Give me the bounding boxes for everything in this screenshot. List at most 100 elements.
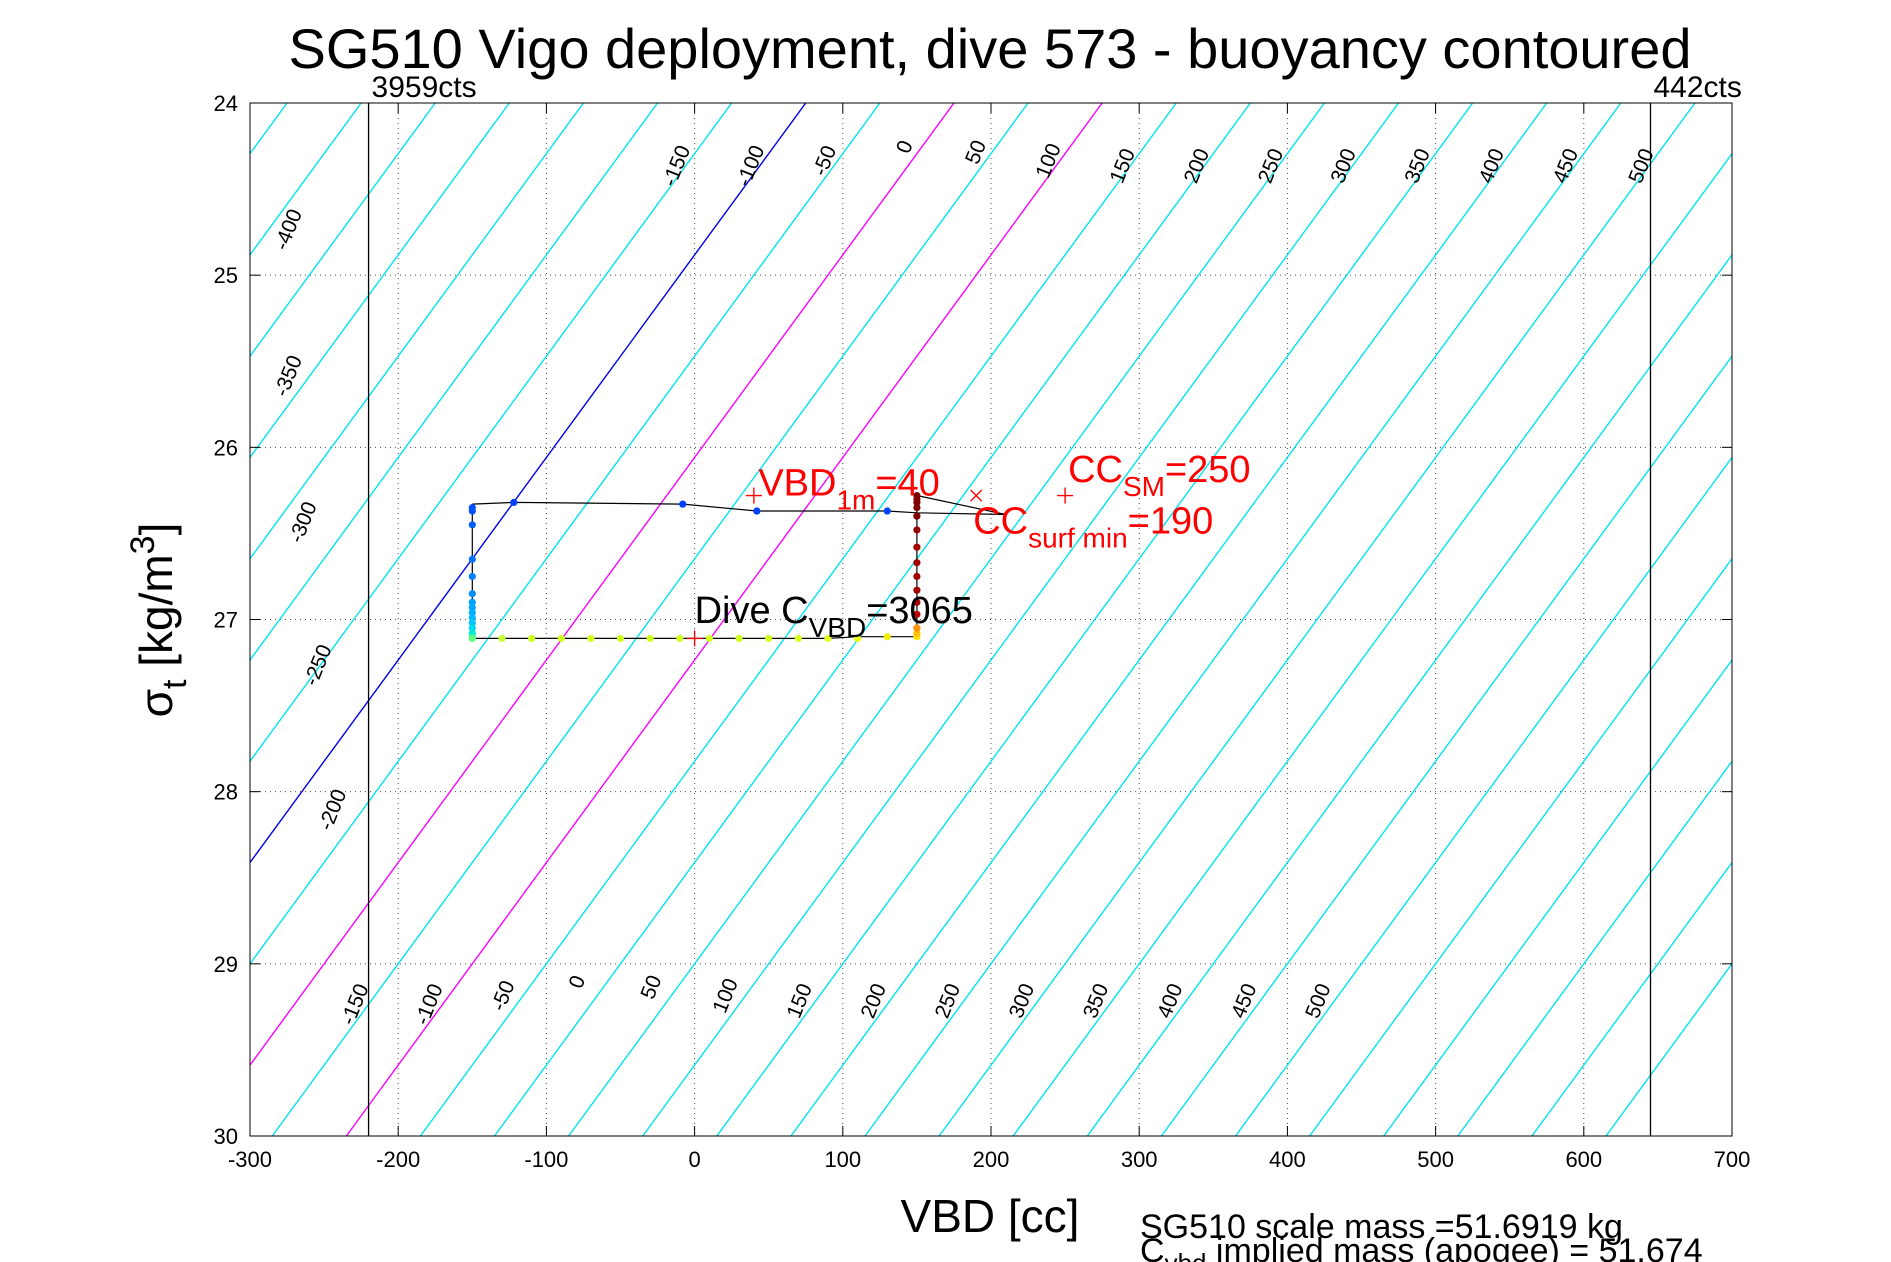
contour-line [250,103,659,662]
dive-point [913,624,921,632]
contour-line [493,103,1251,1136]
annotation-value: =250 [1165,449,1251,491]
dive-point [883,507,891,515]
annotation-dive-cvbd: Dive CVBD=3065 [695,590,973,643]
marker-stroke [970,489,983,502]
implied-mass-text: Cvbd implied mass (apogee) = 51.674 [1140,1232,1703,1262]
contour-line [271,103,1029,1136]
x-tick-label: 500 [1417,1147,1454,1172]
vbd-limit-lines: 3959cts 442cts [367,71,1742,1136]
dive-point [753,507,761,515]
contour-line [1012,152,1732,1136]
dive-point [913,572,921,581]
dive-point [765,634,773,643]
dive-point [735,634,743,643]
dive-point [468,624,476,632]
y-tick-label: 28 [214,780,238,805]
cc-sm-marker [1057,487,1074,504]
dive-point [676,634,684,643]
dive-point [468,521,476,529]
x-tick-label: 0 [688,1147,700,1172]
annotation-subscript: surf min [1028,522,1128,553]
contour-line [250,103,436,358]
annotation-subscript: SM [1123,471,1165,502]
annotation-value: =190 [1128,500,1214,542]
vbd-1m-marker [745,487,762,504]
dive-point [913,491,921,500]
dive-point [794,634,802,643]
contour-lines [250,103,1732,1136]
axis-ticks: -300 -200 -100 0 100 200 300 400 500 600 700 24 25 26… [214,91,1751,1172]
dive-point [913,543,921,551]
dive-point [468,614,476,622]
contour-line [790,103,1548,1136]
dive-point [468,555,476,563]
contour-line [938,103,1696,1136]
vbd-limit-label: 3959cts [372,71,477,104]
annotation-main: CC [973,500,1028,542]
dive-point [468,609,476,617]
dive-point [913,559,921,567]
contour-line [419,103,1177,1136]
dive-point [468,507,476,515]
contour-line [642,103,1400,1136]
contour-line [568,103,1326,1136]
dive-point [498,634,506,643]
y-axis-label-symbol: σ [130,689,182,717]
y-axis-label: σt [kg/m3] [124,523,194,718]
cc-surf-min-marker [970,489,983,502]
dive-point [913,598,921,606]
contour-line [1383,658,1732,1136]
dive-trajectory [468,491,1006,643]
annotation-subscript: 1m [836,485,875,516]
y-axis-label-subscript: t [156,679,194,689]
y-tick-label: 26 [214,435,238,460]
annotation-value: =3065 [866,590,973,632]
annotation-main: Dive C [695,590,809,632]
dive-point [468,603,476,612]
implied-mass-subscript: vbd [1165,1248,1207,1262]
dive-point [510,498,518,507]
dive-point [557,634,565,643]
annotation-cc-sm: CCSM=250 [1068,449,1250,502]
chart-title: SG510 Vigo deployment, dive 573 - buoyan… [288,17,1691,80]
contour-line [1531,861,1732,1136]
vbd-limit-label: 442cts [1653,71,1741,104]
contour-line [250,103,807,864]
y-tick-label: 25 [214,263,238,288]
dive-point [468,619,476,627]
contour-line [1086,253,1732,1136]
dive-point [468,572,476,581]
dive-point [913,503,921,512]
dive-point [646,634,654,643]
annotation-main: CC [1068,449,1123,491]
y-tick-label: 24 [214,91,238,116]
y-axis-label-superscript: 3 [124,535,162,554]
y-axis-label-unit: [kg/m [130,554,182,679]
dive-point [468,634,476,643]
x-tick-label: -200 [376,1147,420,1172]
contour-line [716,103,1474,1136]
x-tick-label: 700 [1714,1147,1751,1172]
x-tick-label: -300 [228,1147,272,1172]
dive-point [913,586,921,594]
y-tick-label: 27 [214,608,238,633]
annotation-main: VBD [758,463,836,505]
scale-mass-text: SG510 scale mass =51.6919 kg [1140,1208,1623,1246]
dive-point [824,634,832,643]
reference-markers [686,487,1074,647]
annotation-value: =40 [875,463,939,505]
x-tick-label: 300 [1121,1147,1158,1172]
contour-line [864,103,1622,1136]
annotation-subscript: VBD [809,612,867,643]
dive-point [468,590,476,598]
y-tick-label: 30 [214,1124,238,1149]
y-tick-label: 29 [214,952,238,977]
dive-point [913,610,921,618]
dive-point [679,500,687,508]
contour-line [1234,456,1732,1136]
contour-line [250,103,733,763]
x-axis-label: VBD [cc] [901,1190,1080,1242]
